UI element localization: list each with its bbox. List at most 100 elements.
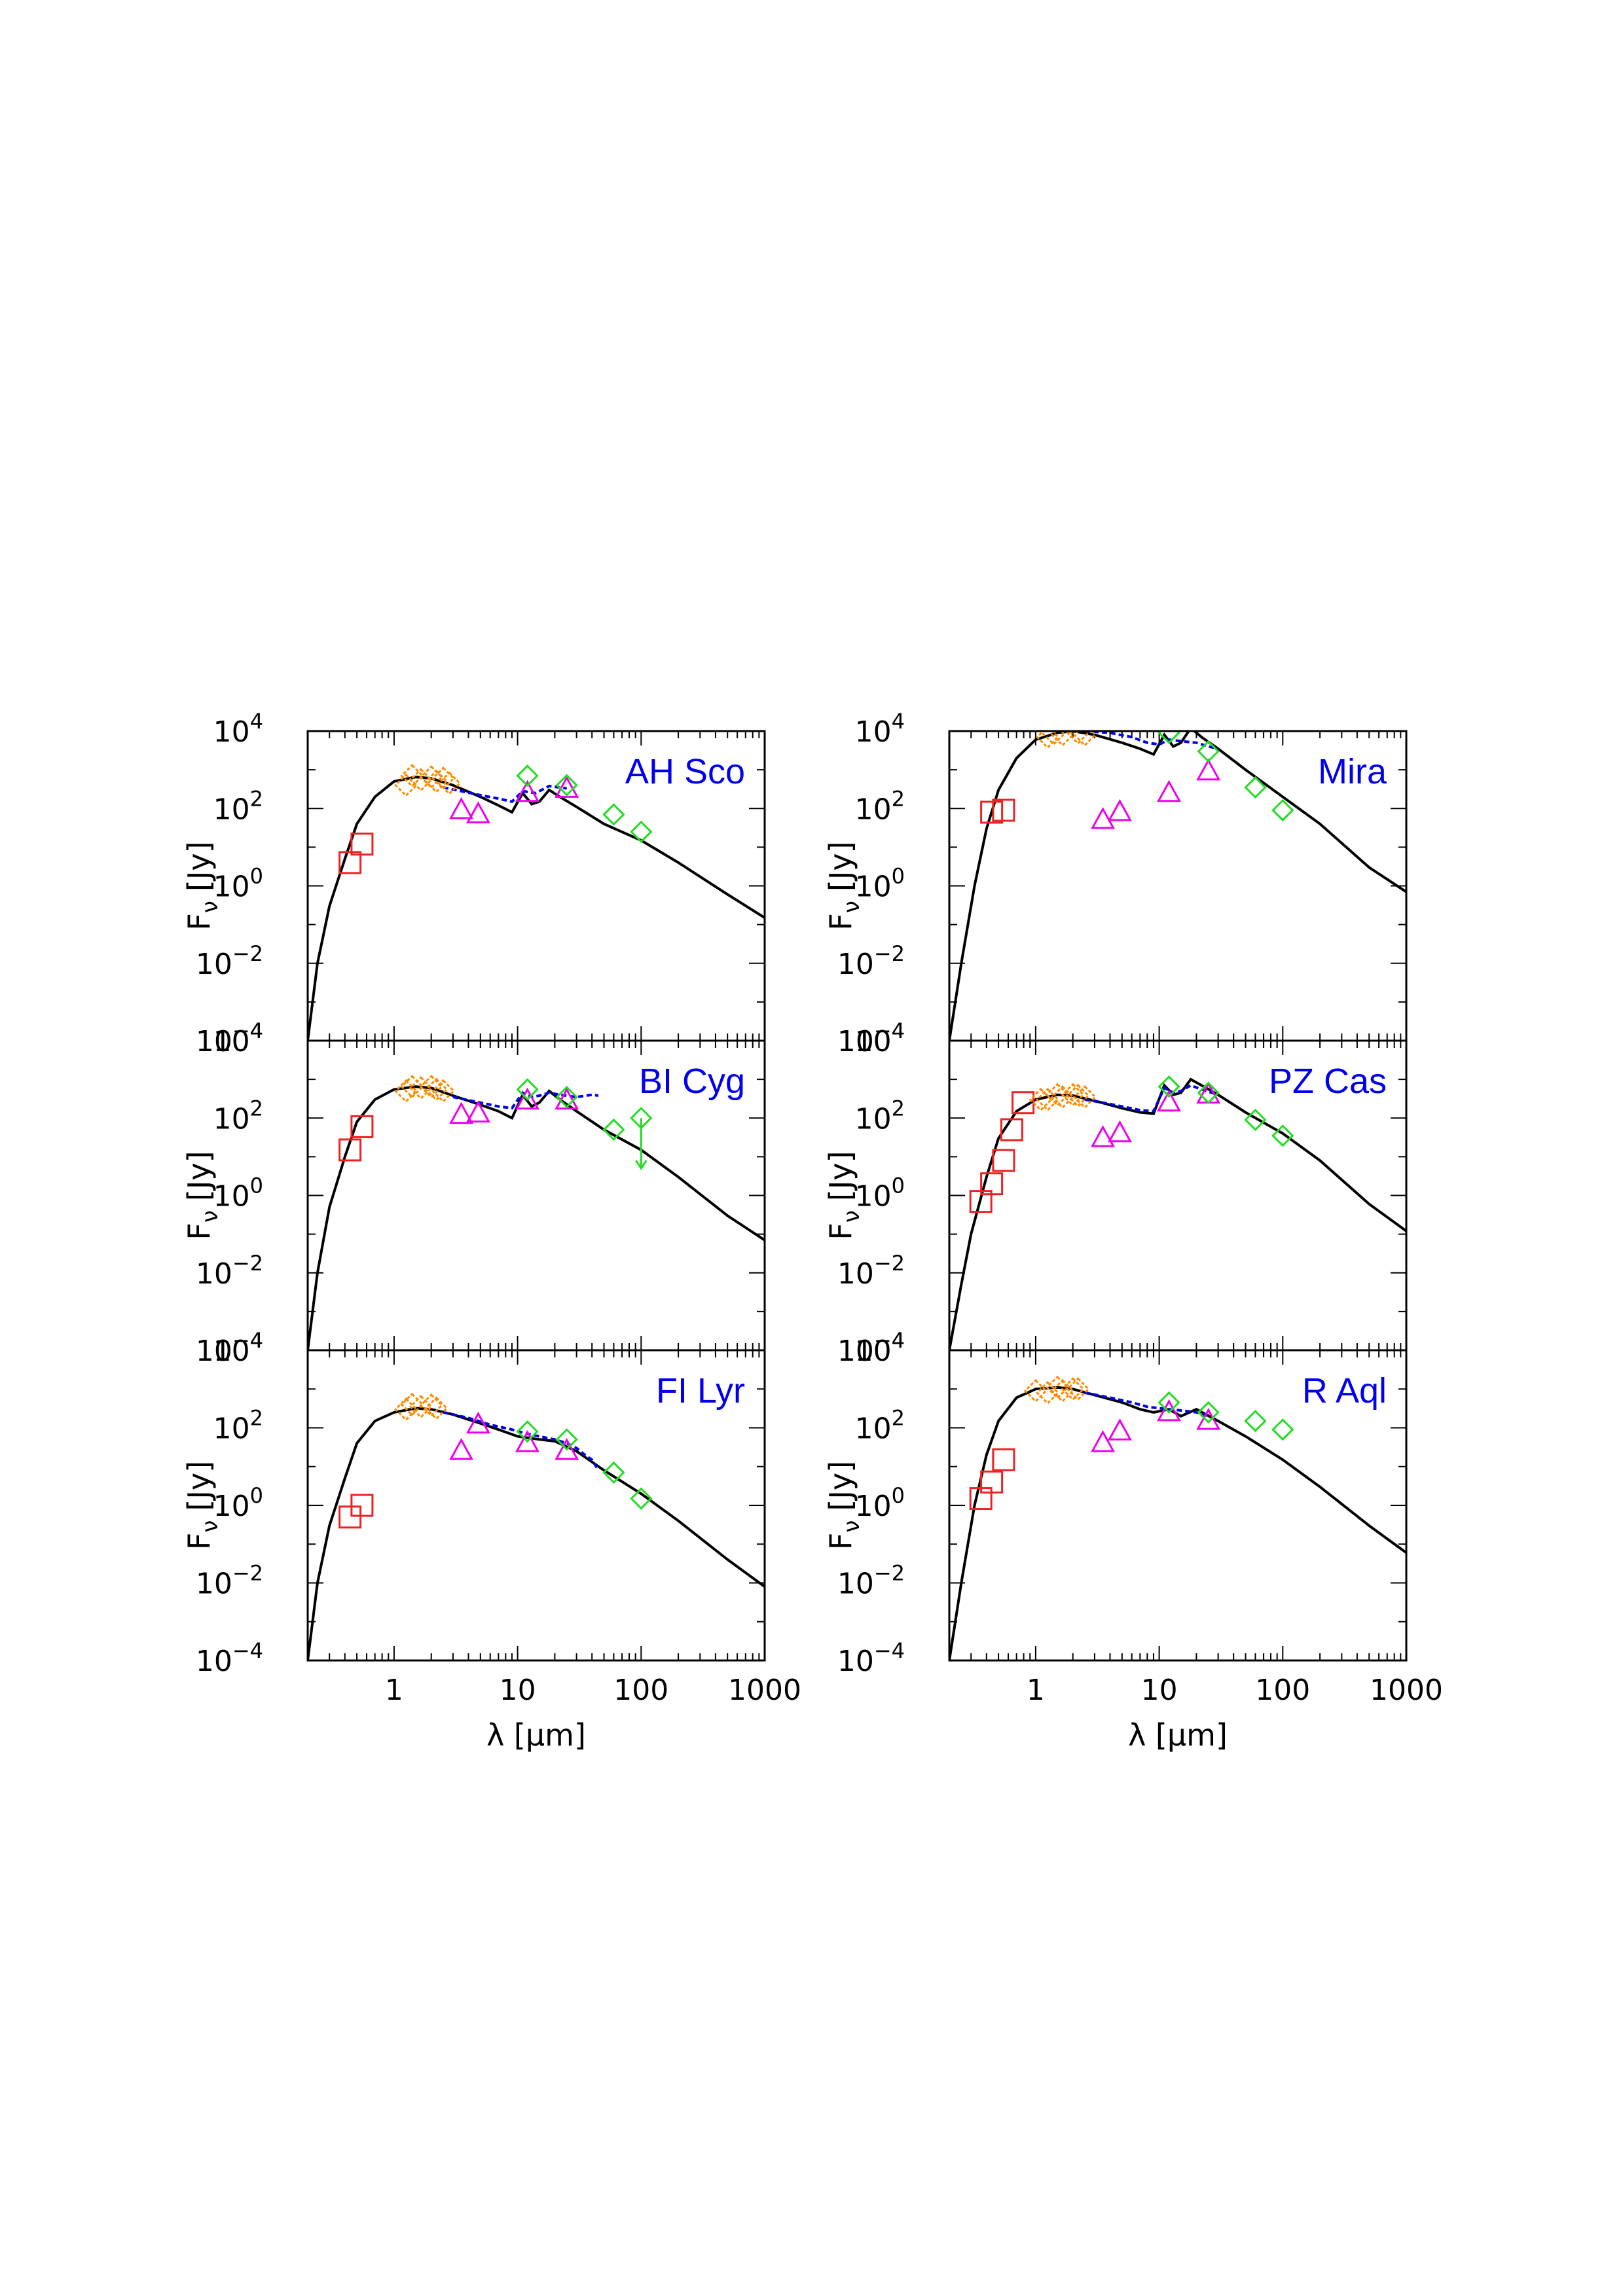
y-axis-label-unit: [Jy] xyxy=(181,1151,217,1201)
near-ir-point xyxy=(424,1077,448,1102)
iras-point xyxy=(602,1461,625,1484)
y-axis-label: Fν [Jy] xyxy=(823,1461,865,1550)
y-tick-exponent: 4 xyxy=(250,709,263,734)
y-tick-exponent: −2 xyxy=(232,941,263,966)
mid-ir-point xyxy=(1091,1125,1116,1147)
y-tick-label: 100 xyxy=(213,864,263,904)
spectrum-line xyxy=(1084,1084,1219,1113)
near-ir-point xyxy=(394,1079,418,1103)
y-tick-exponent: 0 xyxy=(892,1483,905,1508)
y-tick-exponent: −4 xyxy=(874,1328,905,1353)
y-axis-label-unit: [Jy] xyxy=(181,1461,217,1511)
iras-point xyxy=(516,1420,539,1443)
optical-point xyxy=(1012,1091,1035,1115)
near-ir-point xyxy=(1066,1083,1090,1108)
optical-point xyxy=(338,851,362,874)
near-ir-point xyxy=(424,769,448,794)
near-ir-point xyxy=(1036,1380,1060,1405)
optical-point xyxy=(980,1172,1004,1196)
near-ir-point xyxy=(1061,1377,1085,1401)
panel-frame xyxy=(306,1349,766,1662)
y-tick-exponent: 4 xyxy=(892,1018,905,1043)
y-tick-exponent: −4 xyxy=(874,1638,905,1663)
y-tick-label: 10−2 xyxy=(196,1251,263,1291)
y-axis-label-f: F xyxy=(823,1533,858,1550)
y-tick-label: 102 xyxy=(213,1096,263,1136)
x-tick-label: 1 xyxy=(1027,1674,1045,1707)
near-ir-point xyxy=(400,1392,424,1416)
x-tick-label: 100 xyxy=(613,1674,668,1707)
optical-point xyxy=(992,1448,1015,1471)
mid-ir-point xyxy=(1107,798,1132,821)
near-ir-point xyxy=(394,1397,418,1422)
y-tick-exponent: 2 xyxy=(250,786,263,811)
spectrum-line xyxy=(443,784,567,803)
y-axis-label-unit: [Jy] xyxy=(823,1461,858,1511)
near-ir-point xyxy=(419,765,443,789)
mid-ir-point xyxy=(465,801,490,823)
spectrum-line xyxy=(1084,1391,1209,1418)
y-axis-label-unit: [Jy] xyxy=(823,841,858,891)
y-tick-label: 10−2 xyxy=(196,1561,263,1601)
iras-point xyxy=(602,803,625,826)
mid-ir-point xyxy=(555,1438,579,1460)
iras-point xyxy=(602,1118,625,1141)
mid-ir-point xyxy=(449,797,474,819)
y-tick-label: 104 xyxy=(213,709,263,749)
x-axis-label: λ [μm] xyxy=(1128,1717,1228,1753)
iras-point xyxy=(516,764,539,787)
x-tick-label: 100 xyxy=(1255,1674,1310,1707)
y-tick-exponent: −4 xyxy=(232,1328,263,1353)
mid-ir-point xyxy=(1091,806,1116,829)
y-tick-exponent: −2 xyxy=(232,1561,263,1586)
iras-point xyxy=(1271,1124,1294,1147)
y-tick-exponent: 4 xyxy=(892,709,905,734)
x-tick-label: 1000 xyxy=(1370,1674,1443,1707)
y-tick-exponent: 0 xyxy=(892,864,905,889)
iras-point xyxy=(1197,1401,1220,1424)
near-ir-point xyxy=(1036,731,1060,749)
x-tick-label: 10 xyxy=(1141,1674,1178,1707)
near-ir-point xyxy=(1046,1083,1070,1107)
iras-point xyxy=(630,1487,653,1510)
mid-ir-point xyxy=(1156,1089,1182,1112)
y-tick-label: 102 xyxy=(213,1406,263,1446)
star-name: PZ Cas xyxy=(1269,1062,1387,1101)
y-tick-label: 104 xyxy=(855,1018,905,1058)
optical-point xyxy=(338,1505,362,1529)
y-tick-label: 102 xyxy=(855,786,905,826)
y-tick-exponent: 4 xyxy=(250,1018,263,1043)
y-tick-label: 102 xyxy=(213,786,263,826)
y-tick-exponent: 0 xyxy=(250,1174,263,1198)
near-ir-point xyxy=(409,768,433,792)
y-tick-label: 100 xyxy=(855,1174,905,1213)
y-tick-label: 102 xyxy=(855,1406,905,1446)
data-layer xyxy=(308,1075,765,1350)
mid-ir-point xyxy=(449,1438,474,1460)
model-curve xyxy=(949,731,1406,1041)
y-tick-exponent: 2 xyxy=(250,1096,263,1121)
spectrum-line xyxy=(443,1410,600,1471)
y-axis-label-nu: ν xyxy=(197,1210,223,1223)
near-ir-point xyxy=(394,773,418,797)
data-layer xyxy=(949,1375,1406,1660)
panel-frame xyxy=(948,1349,1408,1662)
x-tick-label: 1 xyxy=(385,1674,403,1707)
iras-point xyxy=(555,1085,578,1109)
y-tick-exponent: 4 xyxy=(892,1328,905,1353)
mid-ir-point xyxy=(515,780,540,802)
y-axis-label-unit: [Jy] xyxy=(181,841,217,891)
y-axis-label-nu: ν xyxy=(197,901,223,913)
iras-point xyxy=(555,1428,578,1451)
near-ir-point xyxy=(1029,1087,1053,1112)
y-tick-label: 10−2 xyxy=(837,1561,905,1601)
optical-point xyxy=(1000,1118,1023,1141)
near-ir-point xyxy=(1050,1085,1075,1109)
iras-point xyxy=(1158,1391,1180,1414)
y-tick-exponent: −2 xyxy=(874,1251,905,1276)
optical-point xyxy=(350,1494,374,1517)
mid-ir-point xyxy=(515,1087,540,1110)
near-ir-point xyxy=(419,1393,443,1418)
